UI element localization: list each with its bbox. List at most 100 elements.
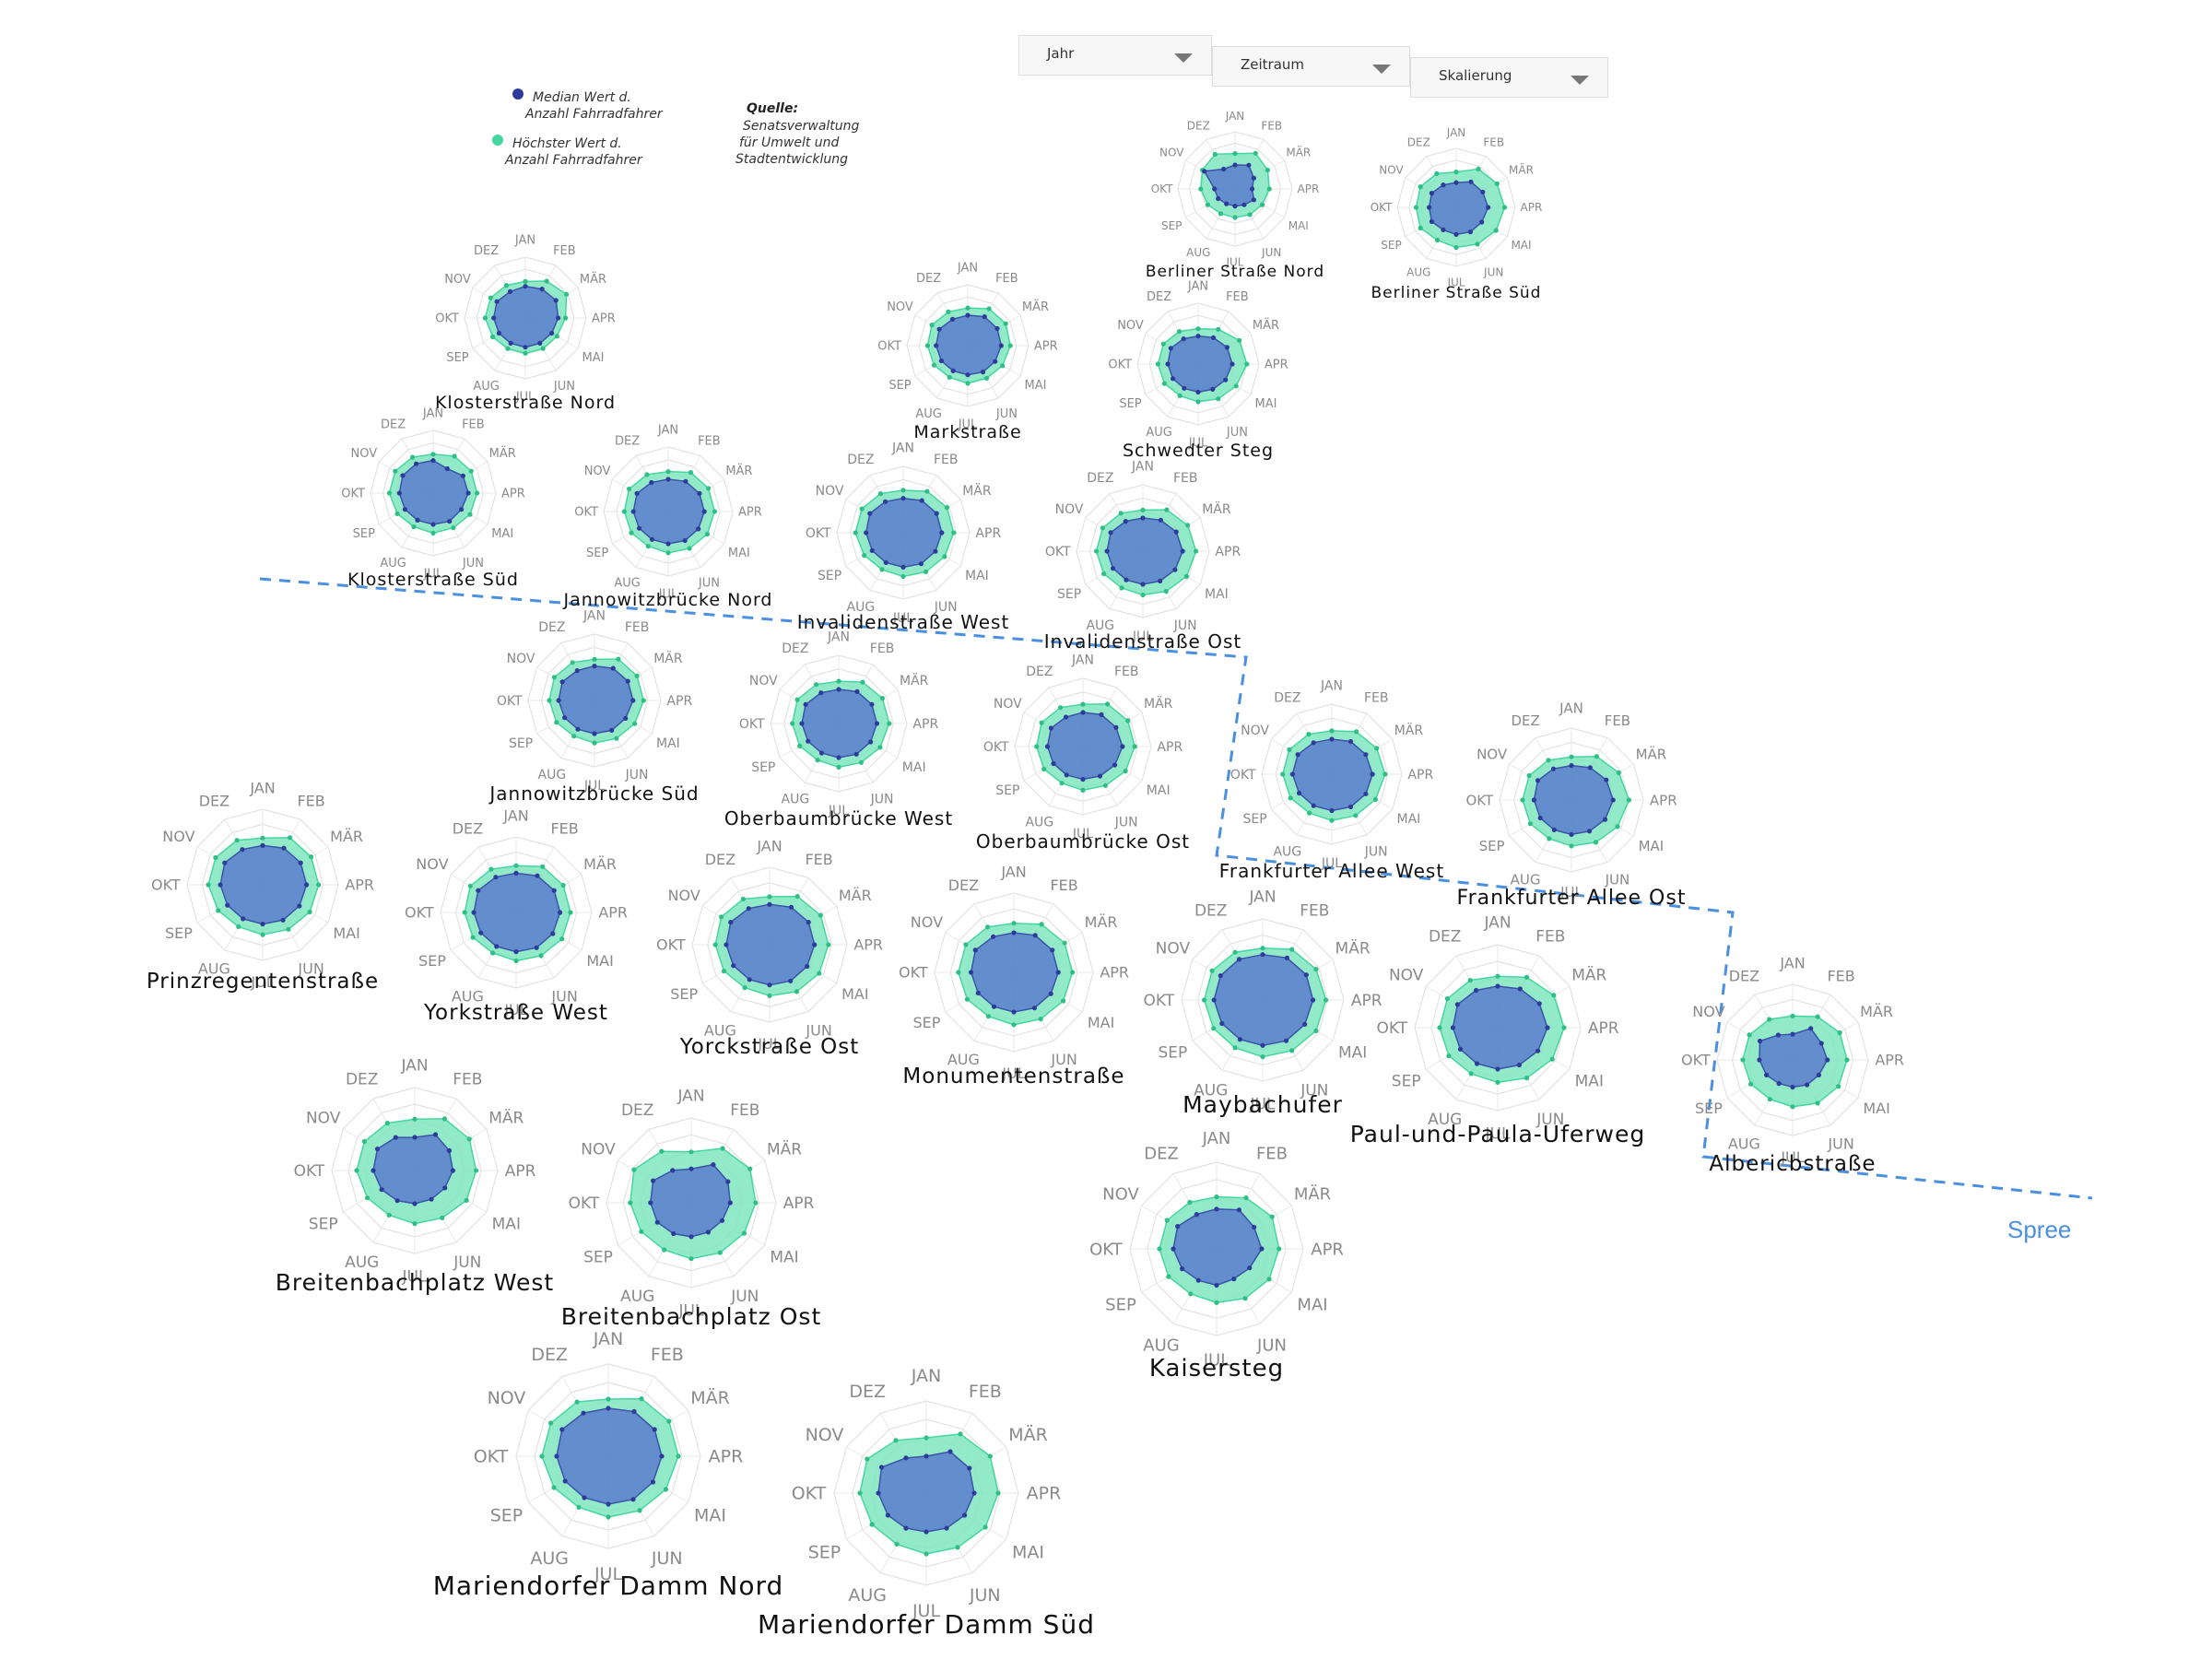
median-series-point xyxy=(1214,1206,1219,1212)
month-label: MÄR xyxy=(962,482,992,499)
median-series-point xyxy=(818,690,824,696)
max-series-point xyxy=(554,720,559,725)
median-series-point xyxy=(934,343,939,348)
month-label: NOV xyxy=(306,1110,341,1128)
max-series-point xyxy=(753,1200,759,1206)
max-series-point xyxy=(1070,970,1076,975)
month-label: JAN xyxy=(1446,126,1466,139)
month-label: AUG xyxy=(1186,246,1210,259)
median-series-point xyxy=(936,326,942,332)
month-label: MAI xyxy=(1088,1014,1114,1031)
median-series-point xyxy=(818,750,825,756)
max-series-point xyxy=(564,291,570,297)
max-series-point xyxy=(1748,1081,1754,1087)
month-label: SEP xyxy=(1381,239,1401,252)
month-label: DEZ xyxy=(849,1382,886,1402)
max-series-point xyxy=(563,315,569,321)
median-series-point xyxy=(998,343,1004,348)
source-line-3: Stadtentwicklung xyxy=(735,152,848,167)
median-series-point xyxy=(1329,807,1335,814)
month-label: MAI xyxy=(492,1215,521,1233)
month-label: JUL xyxy=(678,1302,704,1321)
month-label: MAI xyxy=(902,760,926,775)
month-label: OKT xyxy=(1144,992,1175,1010)
max-series-point xyxy=(1132,744,1137,749)
max-series-point xyxy=(893,1438,899,1443)
max-series-point xyxy=(287,835,293,841)
max-series-point xyxy=(412,1221,418,1227)
month-label: MÄR xyxy=(1286,146,1311,159)
max-series-point xyxy=(1214,1194,1219,1200)
month-label: FEB xyxy=(625,620,650,635)
month-label: MÄR xyxy=(839,887,872,904)
median-series-point xyxy=(1311,997,1316,1003)
month-label: AUG xyxy=(1428,1111,1462,1129)
month-label: JUN xyxy=(651,1548,683,1569)
month-label: JUN xyxy=(625,768,649,782)
median-series-point xyxy=(1818,1041,1824,1046)
max-series-point xyxy=(1198,186,1204,192)
max-series-point xyxy=(1626,797,1631,803)
month-label: SEP xyxy=(1057,587,1081,602)
month-label: SEP xyxy=(1119,397,1141,411)
month-label: DEZ xyxy=(1429,928,1461,947)
month-label: OKT xyxy=(1465,792,1493,808)
month-label: MAI xyxy=(586,952,613,970)
month-label: DEZ xyxy=(916,272,941,286)
month-label: JAN xyxy=(514,234,535,248)
max-series-point xyxy=(523,350,528,356)
max-series-point xyxy=(1354,729,1359,735)
median-series-point xyxy=(1259,1246,1265,1252)
median-series-point xyxy=(868,739,874,745)
median-series-point xyxy=(539,287,545,292)
max-series-point xyxy=(554,334,559,339)
max-series-point xyxy=(877,745,883,750)
median-series-point xyxy=(280,917,286,923)
scaling-dropdown[interactable]: Skalierung xyxy=(1410,57,1608,98)
max-series-point xyxy=(1232,949,1238,955)
max-series-point xyxy=(634,673,640,679)
median-series-point xyxy=(1236,957,1242,962)
month-label: MAI xyxy=(333,924,359,942)
max-series-point xyxy=(206,882,211,888)
median-series-point xyxy=(1031,1006,1037,1011)
median-series-point xyxy=(465,490,471,496)
median-series-point xyxy=(939,530,945,535)
month-label: JAN xyxy=(1202,1129,1231,1148)
max-series-point xyxy=(490,950,496,956)
max-series-point xyxy=(688,469,694,476)
median-series-point xyxy=(1165,361,1171,367)
month-label: APR xyxy=(738,506,762,520)
period-dropdown[interactable]: Zeitraum xyxy=(1212,46,1410,87)
month-label: JUL xyxy=(423,567,443,581)
median-series-point xyxy=(575,726,581,732)
max-series-point xyxy=(1526,772,1532,779)
max-series-point xyxy=(1501,205,1508,210)
max-series-point xyxy=(956,970,961,975)
max-series-point xyxy=(645,544,651,549)
max-series-point xyxy=(1185,523,1191,528)
max-series-point xyxy=(464,1197,469,1203)
median-series-point xyxy=(965,312,971,318)
month-label: JUN xyxy=(1300,1082,1328,1100)
legend-max-swatch xyxy=(492,135,503,146)
max-series-point xyxy=(877,491,884,497)
year-dropdown[interactable]: Jahr xyxy=(1018,35,1212,76)
median-series-point xyxy=(994,325,1000,332)
month-label: AUG xyxy=(848,1585,887,1606)
month-label: MAI xyxy=(1147,783,1171,798)
month-label: FEB xyxy=(651,1345,684,1365)
max-series-point xyxy=(887,721,892,726)
median-series-point xyxy=(788,904,794,910)
month-label: JUN xyxy=(698,577,720,591)
median-series-point xyxy=(1251,197,1256,203)
month-label: NOV xyxy=(1241,724,1269,738)
max-series-point xyxy=(1615,824,1620,830)
month-label: JUN xyxy=(550,988,577,1006)
max-series-point xyxy=(1569,754,1574,759)
median-series-point xyxy=(1329,736,1335,742)
month-label: AUG xyxy=(452,988,484,1006)
median-series-point xyxy=(1805,1082,1810,1088)
station-name: Yorkstraße West xyxy=(423,1001,608,1025)
